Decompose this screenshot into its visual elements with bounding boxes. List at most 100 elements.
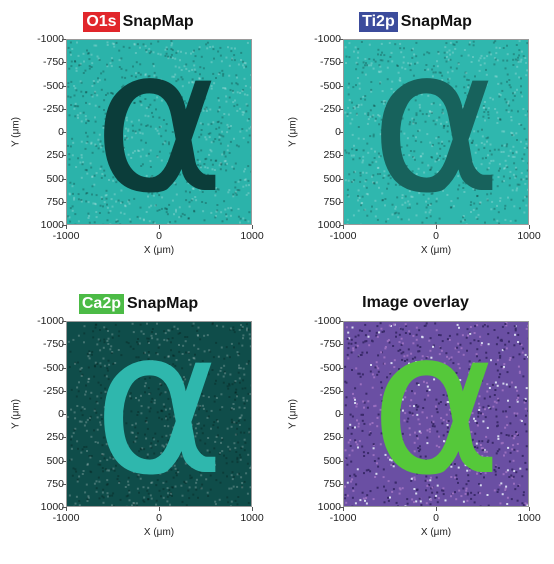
x-tick-mark bbox=[252, 225, 253, 229]
y-tick-mark bbox=[62, 62, 66, 64]
x-tick-label: 1000 bbox=[240, 512, 264, 524]
x-tick-label: 1000 bbox=[517, 230, 541, 242]
map-background bbox=[67, 322, 251, 506]
y-tick-mark bbox=[62, 39, 66, 40]
y-tick-mark bbox=[339, 321, 343, 322]
y-tick-label: 250 bbox=[46, 149, 64, 162]
y-tick-mark bbox=[339, 225, 343, 226]
chart-title: Image overlay bbox=[277, 294, 554, 312]
y-tick-mark bbox=[339, 344, 343, 346]
noise-speckle bbox=[67, 40, 251, 224]
x-tick-label: -1000 bbox=[52, 512, 80, 524]
heatmap-image: α bbox=[343, 39, 529, 225]
y-tick-mark bbox=[62, 507, 66, 508]
y-tick-mark bbox=[339, 155, 343, 157]
chart-title: Ca2p SnapMap bbox=[0, 294, 277, 314]
y-tick-mark bbox=[62, 178, 66, 180]
alpha-glyph: α bbox=[370, 40, 502, 224]
y-tick-mark bbox=[62, 344, 66, 346]
chart-title: Ti2p SnapMap bbox=[277, 12, 554, 32]
map-background bbox=[344, 322, 528, 506]
x-tick-label: 0 bbox=[433, 230, 439, 242]
y-tick-label: 750 bbox=[46, 477, 64, 490]
y-tick-label: -500 bbox=[319, 361, 341, 374]
x-tick-mark bbox=[343, 225, 344, 229]
x-tick-label: -1000 bbox=[329, 512, 357, 524]
map-background bbox=[67, 40, 251, 224]
y-tick-mark bbox=[339, 367, 343, 369]
heatmap-svg: α bbox=[344, 322, 528, 506]
y-tick-label: -500 bbox=[319, 79, 341, 92]
y-tick-mark bbox=[339, 437, 343, 439]
y-tick-mark bbox=[339, 178, 343, 180]
y-tick-mark bbox=[62, 483, 66, 485]
element-tag: Ti2p bbox=[359, 12, 398, 32]
x-tick-mark bbox=[66, 225, 67, 229]
y-tick-label: -750 bbox=[42, 56, 64, 69]
title-text: Image overlay bbox=[362, 294, 469, 311]
y-tick-label: 0 bbox=[58, 408, 64, 420]
y-tick-label: -250 bbox=[42, 102, 64, 115]
x-tick-mark bbox=[159, 225, 160, 229]
x-tick-label: -1000 bbox=[52, 230, 80, 242]
y-tick-mark bbox=[62, 201, 66, 203]
y-tick-label: 0 bbox=[335, 126, 341, 138]
y-tick-label: -1000 bbox=[37, 33, 64, 45]
x-axis-label: X (μm) bbox=[143, 245, 175, 256]
element-tag: Ca2p bbox=[78, 294, 124, 314]
y-tick-mark bbox=[62, 85, 66, 87]
x-tick-label: 0 bbox=[156, 230, 162, 242]
x-tick-mark bbox=[436, 225, 437, 229]
y-tick-label: 250 bbox=[46, 431, 64, 444]
y-tick-mark bbox=[339, 483, 343, 485]
y-axis-label: Y (μm) bbox=[10, 116, 22, 148]
y-tick-label: 1000 bbox=[317, 219, 341, 231]
x-tick-mark bbox=[66, 507, 67, 511]
y-tick-label: -250 bbox=[42, 384, 64, 397]
y-tick-mark bbox=[339, 390, 343, 392]
y-tick-label: 0 bbox=[335, 408, 341, 420]
y-tick-label: -1000 bbox=[37, 315, 64, 327]
y-axis-label: Y (μm) bbox=[287, 116, 299, 148]
x-tick-label: 1000 bbox=[240, 230, 264, 242]
y-tick-mark bbox=[339, 414, 343, 415]
y-tick-label: -1000 bbox=[314, 33, 341, 45]
y-tick-label: -750 bbox=[319, 338, 341, 351]
y-axis-label: Y (μm) bbox=[10, 398, 22, 430]
y-tick-label: 250 bbox=[323, 431, 341, 444]
y-tick-label: 1000 bbox=[40, 219, 64, 231]
y-tick-label: 500 bbox=[323, 172, 341, 185]
x-axis-label: X (μm) bbox=[420, 527, 452, 538]
x-tick-mark bbox=[529, 507, 530, 511]
x-tick-label: 0 bbox=[156, 512, 162, 524]
heatmap-svg: α bbox=[344, 40, 528, 224]
y-tick-label: 1000 bbox=[317, 501, 341, 513]
y-tick-mark bbox=[339, 132, 343, 133]
heatmap-image: α bbox=[343, 321, 529, 507]
y-tick-label: -750 bbox=[42, 338, 64, 351]
x-tick-mark bbox=[343, 507, 344, 511]
y-tick-mark bbox=[62, 437, 66, 439]
noise-speckle bbox=[344, 40, 528, 224]
heatmap-image: α bbox=[66, 39, 252, 225]
y-tick-mark bbox=[339, 85, 343, 87]
y-tick-label: 750 bbox=[323, 195, 341, 208]
x-tick-mark bbox=[436, 507, 437, 511]
noise-speckle bbox=[67, 322, 251, 506]
y-tick-label: -500 bbox=[42, 79, 64, 92]
y-tick-label: -250 bbox=[319, 102, 341, 115]
y-tick-label: -750 bbox=[319, 56, 341, 69]
y-tick-mark bbox=[62, 225, 66, 226]
map-background bbox=[344, 40, 528, 224]
y-tick-label: 250 bbox=[323, 149, 341, 162]
y-tick-mark bbox=[62, 460, 66, 462]
x-tick-mark bbox=[252, 507, 253, 511]
heatmap-svg: α bbox=[67, 322, 251, 506]
alpha-glyph: α bbox=[370, 322, 502, 506]
y-tick-label: 750 bbox=[46, 195, 64, 208]
y-tick-label: 750 bbox=[323, 477, 341, 490]
x-tick-mark bbox=[159, 507, 160, 511]
x-tick-label: -1000 bbox=[329, 230, 357, 242]
